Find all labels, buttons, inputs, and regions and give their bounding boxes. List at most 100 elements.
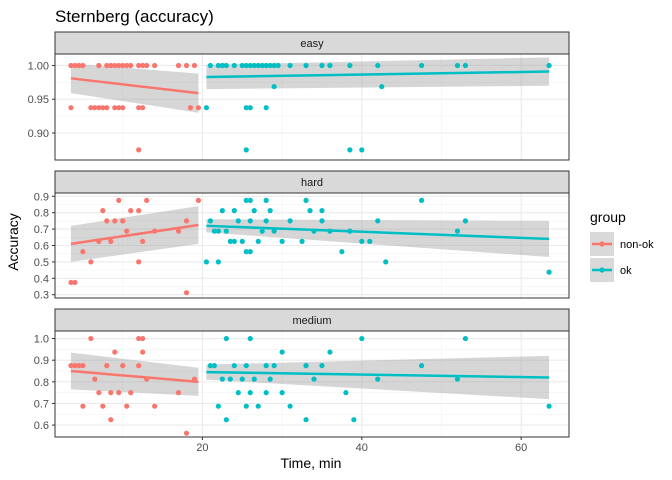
data-point-non-ok bbox=[140, 238, 146, 244]
data-point-ok bbox=[367, 238, 373, 244]
data-point-non-ok bbox=[124, 62, 130, 69]
facet-strip-label: hard bbox=[301, 177, 323, 189]
data-point-ok bbox=[279, 349, 285, 355]
data-point-ok bbox=[223, 335, 229, 342]
facet-medium: medium 0.6 0.7 0.8 0.9 1.0 bbox=[34, 308, 570, 438]
data-point-non-ok bbox=[100, 208, 106, 214]
panel-border bbox=[54, 53, 570, 161]
data-point-ok bbox=[307, 208, 313, 214]
data-point-ok bbox=[327, 62, 333, 69]
data-point-non-ok bbox=[183, 62, 190, 69]
y-tick-label: 0.6 bbox=[34, 241, 49, 253]
data-point-ok bbox=[251, 62, 257, 69]
fit-line-non-ok bbox=[70, 77, 199, 95]
data-point-ok bbox=[219, 62, 225, 69]
data-point-non-ok bbox=[183, 430, 190, 436]
data-point-ok bbox=[303, 363, 309, 369]
data-point-ok bbox=[203, 105, 210, 111]
data-point-non-ok bbox=[144, 62, 150, 69]
data-point-ok bbox=[303, 197, 309, 203]
data-point-ok bbox=[263, 363, 269, 369]
data-point-ok bbox=[243, 147, 249, 153]
y-tick-label: 1.0 bbox=[34, 334, 49, 346]
data-point-non-ok bbox=[104, 62, 110, 69]
data-point-ok bbox=[319, 363, 325, 369]
data-point-non-ok bbox=[68, 279, 74, 286]
data-point-non-ok bbox=[195, 197, 202, 203]
legend-key-point-non-ok bbox=[599, 241, 605, 247]
data-point-ok bbox=[247, 105, 253, 111]
data-point-ok bbox=[454, 228, 461, 234]
data-point-ok bbox=[231, 62, 237, 69]
data-point-ok bbox=[211, 363, 217, 369]
data-point-ok bbox=[239, 238, 245, 244]
data-point-ok bbox=[418, 62, 425, 69]
data-point-non-ok bbox=[96, 390, 102, 396]
data-point-non-ok bbox=[96, 105, 102, 111]
data-point-ok bbox=[546, 269, 552, 275]
data-point-non-ok bbox=[175, 228, 182, 234]
data-point-ok bbox=[247, 390, 253, 396]
y-tick-label: 0.8 bbox=[34, 377, 49, 389]
data-point-ok bbox=[263, 62, 269, 69]
data-point-non-ok bbox=[136, 259, 142, 265]
data-point-ok bbox=[255, 62, 261, 69]
facet-strip-label: medium bbox=[292, 315, 331, 327]
panel-background bbox=[55, 331, 569, 437]
data-point-non-ok bbox=[80, 403, 86, 409]
data-point-ok bbox=[271, 228, 277, 234]
data-point-non-ok bbox=[175, 390, 182, 396]
legend-label-ok: ok bbox=[620, 265, 632, 277]
facet-panels: easy 0.90 0.95 1.00 hard 0.3 0.4 0.5 0.6 0.7 0.8 0.… bbox=[28, 31, 570, 454]
data-point-non-ok bbox=[152, 403, 158, 409]
fit-line-ok bbox=[206, 224, 550, 241]
data-point-ok bbox=[351, 417, 357, 423]
data-point-ok bbox=[207, 218, 213, 224]
data-point-ok bbox=[207, 363, 213, 369]
data-point-non-ok bbox=[140, 335, 146, 342]
facet-strip-label: easy bbox=[300, 38, 324, 50]
data-point-non-ok bbox=[120, 218, 126, 224]
data-point-non-ok bbox=[80, 62, 86, 69]
data-point-ok bbox=[251, 208, 257, 214]
data-point-ok bbox=[215, 62, 221, 69]
data-point-non-ok bbox=[124, 403, 130, 409]
data-point-ok bbox=[243, 249, 249, 255]
legend-title: group bbox=[590, 209, 626, 225]
data-point-ok bbox=[231, 363, 237, 369]
data-point-non-ok bbox=[183, 290, 190, 296]
data-point-ok bbox=[379, 83, 385, 90]
data-point-ok bbox=[279, 238, 285, 244]
fit-line-ok bbox=[206, 370, 550, 379]
y-axis-title: Accuracy bbox=[5, 213, 21, 271]
data-point-non-ok bbox=[116, 197, 122, 203]
data-point-ok bbox=[263, 390, 269, 396]
data-point-ok bbox=[347, 62, 353, 69]
data-point-non-ok bbox=[144, 197, 150, 203]
data-point-ok bbox=[303, 62, 309, 69]
data-point-non-ok bbox=[72, 363, 78, 369]
data-point-ok bbox=[267, 208, 273, 214]
data-point-ok bbox=[223, 62, 229, 69]
data-point-ok bbox=[231, 208, 237, 214]
data-point-non-ok bbox=[104, 363, 110, 369]
data-point-ok bbox=[271, 363, 277, 369]
data-point-ok bbox=[203, 259, 210, 265]
data-point-non-ok bbox=[112, 218, 118, 224]
data-point-non-ok bbox=[108, 390, 114, 396]
data-point-ok bbox=[546, 62, 552, 69]
facet-easy: easy 0.90 0.95 1.00 bbox=[28, 31, 570, 161]
data-point-ok bbox=[235, 390, 241, 396]
data-point-ok bbox=[211, 228, 217, 234]
data-point-ok bbox=[271, 83, 277, 90]
data-point-non-ok bbox=[68, 363, 74, 369]
data-point-ok bbox=[243, 62, 249, 69]
data-point-non-ok bbox=[92, 105, 98, 111]
data-point-ok bbox=[319, 208, 325, 214]
data-point-non-ok bbox=[68, 105, 74, 111]
confidence-band-non-ok bbox=[70, 63, 199, 113]
data-point-ok bbox=[375, 218, 381, 224]
data-point-ok bbox=[259, 62, 265, 69]
y-tick-label: 0.7 bbox=[34, 224, 49, 236]
data-point-ok bbox=[375, 62, 381, 69]
